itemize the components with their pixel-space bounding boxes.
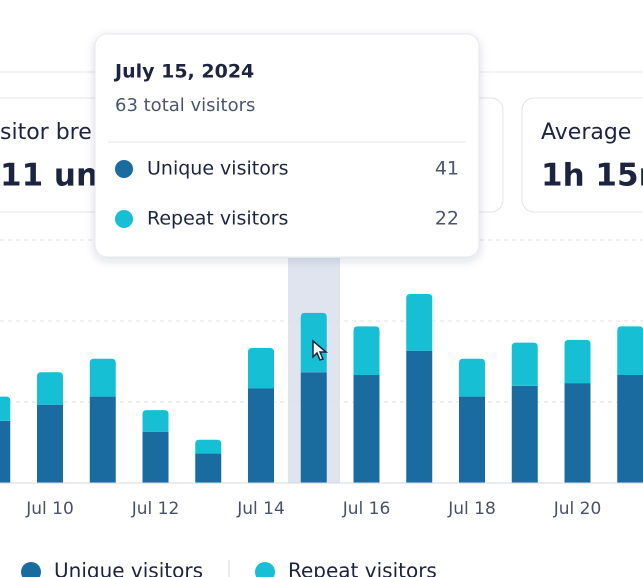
legend-label[interactable]: Unique visitors xyxy=(54,559,203,577)
card-label: Average xyxy=(541,120,631,145)
tooltip-swatch xyxy=(115,160,133,178)
tooltip-title: July 15, 2024 xyxy=(113,61,254,83)
bar-segment xyxy=(406,350,433,483)
bar-segment xyxy=(511,385,538,483)
x-tick-label: Jul 12 xyxy=(131,499,180,519)
bar-segment xyxy=(195,439,222,454)
x-tick-label: Jul 10 xyxy=(25,499,74,519)
bar-segment xyxy=(37,372,63,405)
x-tick-label: Jul 14 xyxy=(236,499,285,519)
tooltip-label: Repeat visitors xyxy=(147,208,288,230)
legend-swatch xyxy=(21,562,41,577)
cursor xyxy=(312,339,329,361)
bar-segment xyxy=(0,396,11,421)
x-tick-label: Jul 18 xyxy=(447,499,496,519)
bar-segment xyxy=(511,342,538,386)
tooltip-label: Unique visitors xyxy=(147,158,289,180)
bar-segment xyxy=(459,358,485,397)
bar-segment xyxy=(617,375,643,483)
bar-segment xyxy=(0,420,11,483)
tooltip-value: 41 xyxy=(435,158,459,180)
bar-segment xyxy=(142,410,169,432)
bar-segment xyxy=(564,339,591,384)
bar-segment xyxy=(459,396,485,483)
tooltip: July 15, 2024 63 total visitors Unique v… xyxy=(94,33,480,258)
legend-label[interactable]: Repeat visitors xyxy=(288,559,437,577)
bar-segment xyxy=(37,404,63,483)
x-tick-label: Jul 20 xyxy=(553,499,602,519)
bar-segment xyxy=(406,294,433,351)
tooltip-value: 22 xyxy=(435,208,459,230)
x-tick-label: Jul 16 xyxy=(342,499,391,519)
bar-segment xyxy=(195,453,222,483)
bar-segment xyxy=(617,326,643,375)
tooltip-subtitle: 63 total visitors xyxy=(115,95,255,116)
bar-segment xyxy=(300,372,327,483)
bar-segment xyxy=(248,388,274,483)
card-value: 11 uni xyxy=(0,158,109,194)
card-label: sitor bre xyxy=(0,120,92,145)
stat-card xyxy=(521,97,643,213)
card-value: 1h 15m xyxy=(541,158,643,194)
tooltip-box xyxy=(94,33,480,258)
bar-segment xyxy=(142,431,169,483)
bar-segment xyxy=(89,396,116,483)
bar-segment xyxy=(89,358,116,397)
legend-swatch xyxy=(255,562,275,577)
bar-segment xyxy=(248,348,274,389)
bar-segment xyxy=(353,375,380,483)
bar-segment xyxy=(353,326,380,375)
tooltip-swatch xyxy=(115,210,133,228)
bar-segment xyxy=(564,383,591,483)
